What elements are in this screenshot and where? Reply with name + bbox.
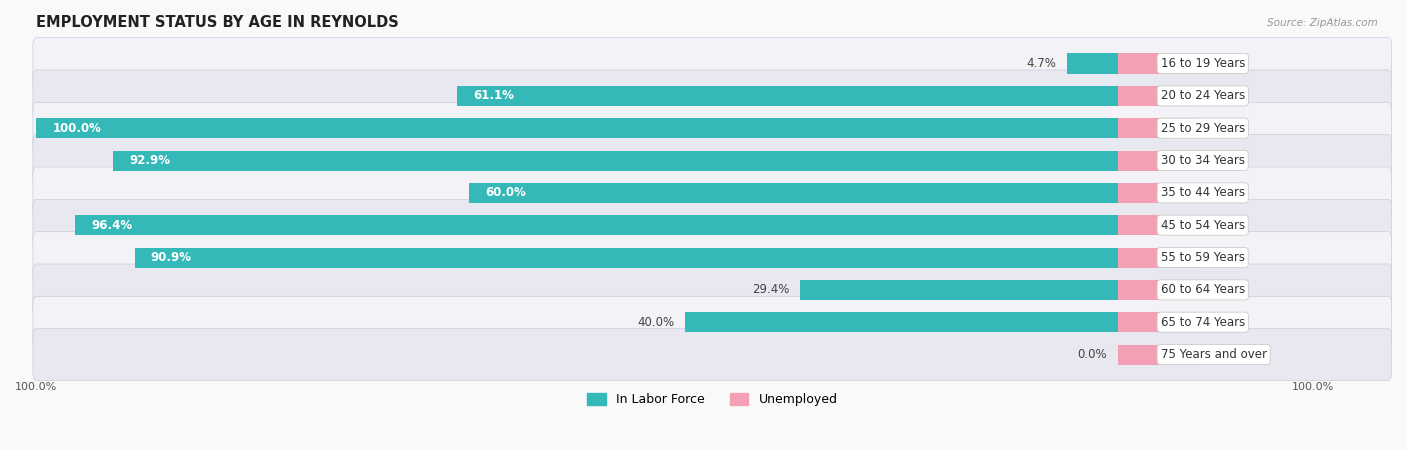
FancyBboxPatch shape [32,297,1392,348]
Bar [457,86,1118,106]
Text: 30 to 34 Years: 30 to 34 Years [1161,154,1244,167]
FancyBboxPatch shape [32,232,1392,284]
FancyBboxPatch shape [32,167,1392,219]
Text: 0.0%: 0.0% [1211,219,1240,232]
Bar [1118,312,1199,332]
Text: 0.0%: 0.0% [1211,348,1240,361]
Text: 45 to 54 Years: 45 to 54 Years [1161,219,1244,232]
Text: 0.0%: 0.0% [1211,57,1240,70]
Bar [37,118,1118,138]
Text: 40.0%: 40.0% [637,316,675,328]
Bar [1118,345,1199,364]
Text: 61.1%: 61.1% [474,90,515,102]
Bar [1118,118,1199,138]
FancyBboxPatch shape [32,328,1392,380]
Text: 0.0%: 0.0% [1077,348,1107,361]
Text: 0.0%: 0.0% [1211,316,1240,328]
Bar [135,248,1118,268]
Bar [112,150,1118,171]
FancyBboxPatch shape [32,135,1392,186]
FancyBboxPatch shape [32,38,1392,90]
Text: 0.0%: 0.0% [1211,251,1240,264]
Bar [1067,54,1118,73]
Text: 92.9%: 92.9% [129,154,170,167]
Bar [800,280,1118,300]
FancyBboxPatch shape [32,70,1392,122]
Text: Source: ZipAtlas.com: Source: ZipAtlas.com [1267,18,1378,28]
Text: 100.0%: 100.0% [52,122,101,135]
Bar [1118,183,1199,203]
Bar [685,312,1118,332]
Bar [1118,215,1199,235]
Text: 20 to 24 Years: 20 to 24 Years [1161,90,1244,102]
Bar [75,215,1118,235]
Text: 25 to 29 Years: 25 to 29 Years [1161,122,1244,135]
Bar [1118,150,1199,171]
Bar [1118,280,1199,300]
Text: 65 to 74 Years: 65 to 74 Years [1161,316,1244,328]
Bar [468,183,1118,203]
Text: 16 to 19 Years: 16 to 19 Years [1161,57,1246,70]
Text: EMPLOYMENT STATUS BY AGE IN REYNOLDS: EMPLOYMENT STATUS BY AGE IN REYNOLDS [37,15,399,30]
Text: 29.4%: 29.4% [752,284,789,297]
Text: 0.0%: 0.0% [1211,122,1240,135]
Text: 96.4%: 96.4% [91,219,132,232]
Text: 0.0%: 0.0% [1211,284,1240,297]
FancyBboxPatch shape [32,264,1392,316]
Legend: In Labor Force, Unemployed: In Labor Force, Unemployed [582,388,842,411]
Text: 4.7%: 4.7% [1026,57,1056,70]
Text: 75 Years and over: 75 Years and over [1161,348,1267,361]
Text: 0.0%: 0.0% [1211,90,1240,102]
Bar [1118,86,1199,106]
Text: 55 to 59 Years: 55 to 59 Years [1161,251,1244,264]
Text: 0.0%: 0.0% [1211,186,1240,199]
Bar [1118,248,1199,268]
FancyBboxPatch shape [32,102,1392,154]
Text: 60 to 64 Years: 60 to 64 Years [1161,284,1244,297]
Text: 60.0%: 60.0% [485,186,526,199]
Text: 0.0%: 0.0% [1211,154,1240,167]
Text: 35 to 44 Years: 35 to 44 Years [1161,186,1244,199]
FancyBboxPatch shape [32,199,1392,251]
Bar [1118,54,1199,73]
Text: 90.9%: 90.9% [150,251,191,264]
